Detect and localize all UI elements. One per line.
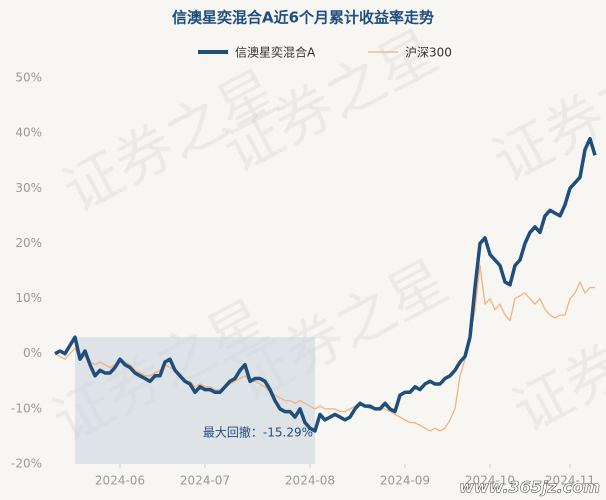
series-line [54, 264, 595, 432]
y-tick-label: 10% [15, 291, 42, 305]
y-tick-label: 0% [23, 346, 42, 360]
x-tick-label: 2024-06 [95, 474, 145, 488]
x-tick-label: 2024-10 [465, 474, 515, 488]
x-tick-label: 2024-08 [285, 474, 335, 488]
y-tick-label: 30% [15, 181, 42, 195]
drawdown-area [75, 337, 315, 464]
drawdown-label: 最大回撤：-15.29% [203, 425, 313, 440]
y-tick-label: 20% [15, 236, 42, 250]
series-line [54, 136, 597, 433]
y-tick-label: -10% [11, 401, 42, 415]
watermark: 证券之星 [502, 277, 606, 446]
y-tick-label: 40% [15, 126, 42, 140]
site-watermark: www.365jz.com [459, 478, 600, 497]
x-tick-label: 2024-07 [180, 474, 230, 488]
y-tick-label: -20% [11, 457, 42, 471]
legend-label: 信澳星奕混合A [235, 45, 316, 60]
x-tick-label: 2024-09 [380, 474, 430, 488]
chart-title: 信澳星奕混合A近6个月累计收益率走势 [172, 9, 434, 27]
legend-label: 沪深300 [405, 46, 452, 60]
x-tick-label: 2024-11 [545, 474, 595, 488]
y-tick-label: 50% [15, 71, 42, 85]
watermark: 证券之星 [482, 27, 606, 196]
